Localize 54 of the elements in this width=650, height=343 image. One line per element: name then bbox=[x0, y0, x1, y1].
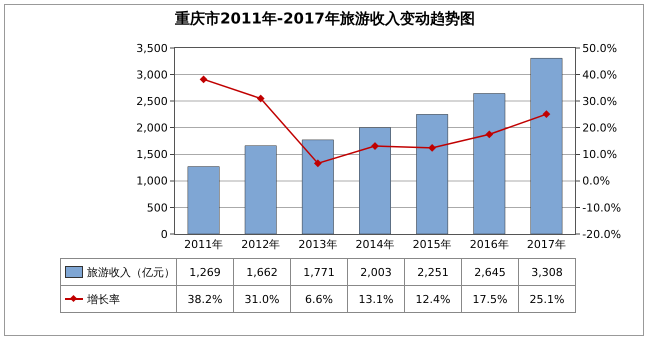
point bbox=[428, 144, 436, 152]
x-tick-label: 2013年 bbox=[298, 238, 338, 252]
data-label: 12.4% bbox=[404, 286, 462, 312]
y2-tick-label: -20.0% bbox=[582, 228, 622, 241]
y2-tick-label: -10.0% bbox=[582, 201, 622, 214]
y-tick-label: 0 bbox=[160, 228, 168, 241]
bar bbox=[359, 127, 391, 234]
bar bbox=[302, 140, 334, 234]
x-tick-label: 2014年 bbox=[356, 238, 394, 252]
x-tick-label: 2017年 bbox=[526, 238, 566, 252]
y2-tick-label: 0.0% bbox=[582, 174, 610, 188]
data-label: 25.1% bbox=[518, 286, 576, 312]
bar bbox=[416, 114, 448, 234]
y-tick-label: 1,000 bbox=[136, 174, 168, 188]
y2-tick-label: 50.0% bbox=[582, 42, 618, 55]
x-tick-label: 2012年 bbox=[241, 238, 280, 252]
legend-label: 旅游收入（亿元） bbox=[87, 266, 175, 278]
data-label: 2,003 bbox=[348, 258, 404, 286]
y-tick-label: 1,500 bbox=[136, 148, 168, 162]
y2-tick-label: 30.0% bbox=[582, 94, 618, 108]
y2-tick-label: 20.0% bbox=[582, 122, 618, 135]
data-label: 6.6% bbox=[290, 286, 348, 312]
data-label: 31.0% bbox=[234, 286, 290, 312]
point bbox=[371, 142, 379, 150]
data-label: 2,645 bbox=[462, 258, 518, 286]
y2-tick-label: 40.0% bbox=[582, 68, 618, 82]
y-tick-label: 500 bbox=[146, 201, 168, 214]
point bbox=[200, 75, 208, 84]
y-tick-label: 2,500 bbox=[136, 94, 168, 108]
data-label: 38.2% bbox=[176, 286, 234, 312]
point bbox=[542, 110, 550, 118]
legend-label: 增长率 bbox=[87, 292, 120, 306]
y-tick-label: 3,500 bbox=[136, 42, 168, 55]
x-tick-label: 2016年 bbox=[470, 238, 509, 252]
bar bbox=[530, 58, 562, 234]
data-label: 13.1% bbox=[348, 286, 404, 312]
point bbox=[256, 94, 265, 102]
y-tick-label: 3,000 bbox=[136, 68, 168, 82]
data-label: 17.5% bbox=[462, 286, 518, 312]
point bbox=[314, 159, 322, 168]
bar bbox=[188, 166, 220, 234]
x-tick-label: 2011年 bbox=[184, 238, 224, 252]
data-label: 2,251 bbox=[404, 258, 462, 286]
chart-title: 重庆市2011年-2017年旅游收入变动趋势图 bbox=[174, 9, 475, 28]
data-label: 1,662 bbox=[234, 258, 290, 286]
y2-tick-label: 10.0% bbox=[582, 148, 618, 162]
point bbox=[485, 130, 494, 138]
x-tick-label: 2015年 bbox=[412, 238, 452, 252]
data-label: 1,771 bbox=[290, 258, 348, 286]
bar bbox=[473, 93, 506, 234]
data-label: 3,308 bbox=[518, 258, 576, 286]
data-label: 1,269 bbox=[176, 258, 234, 286]
bar bbox=[244, 145, 277, 234]
y-tick-label: 2,000 bbox=[136, 122, 168, 135]
